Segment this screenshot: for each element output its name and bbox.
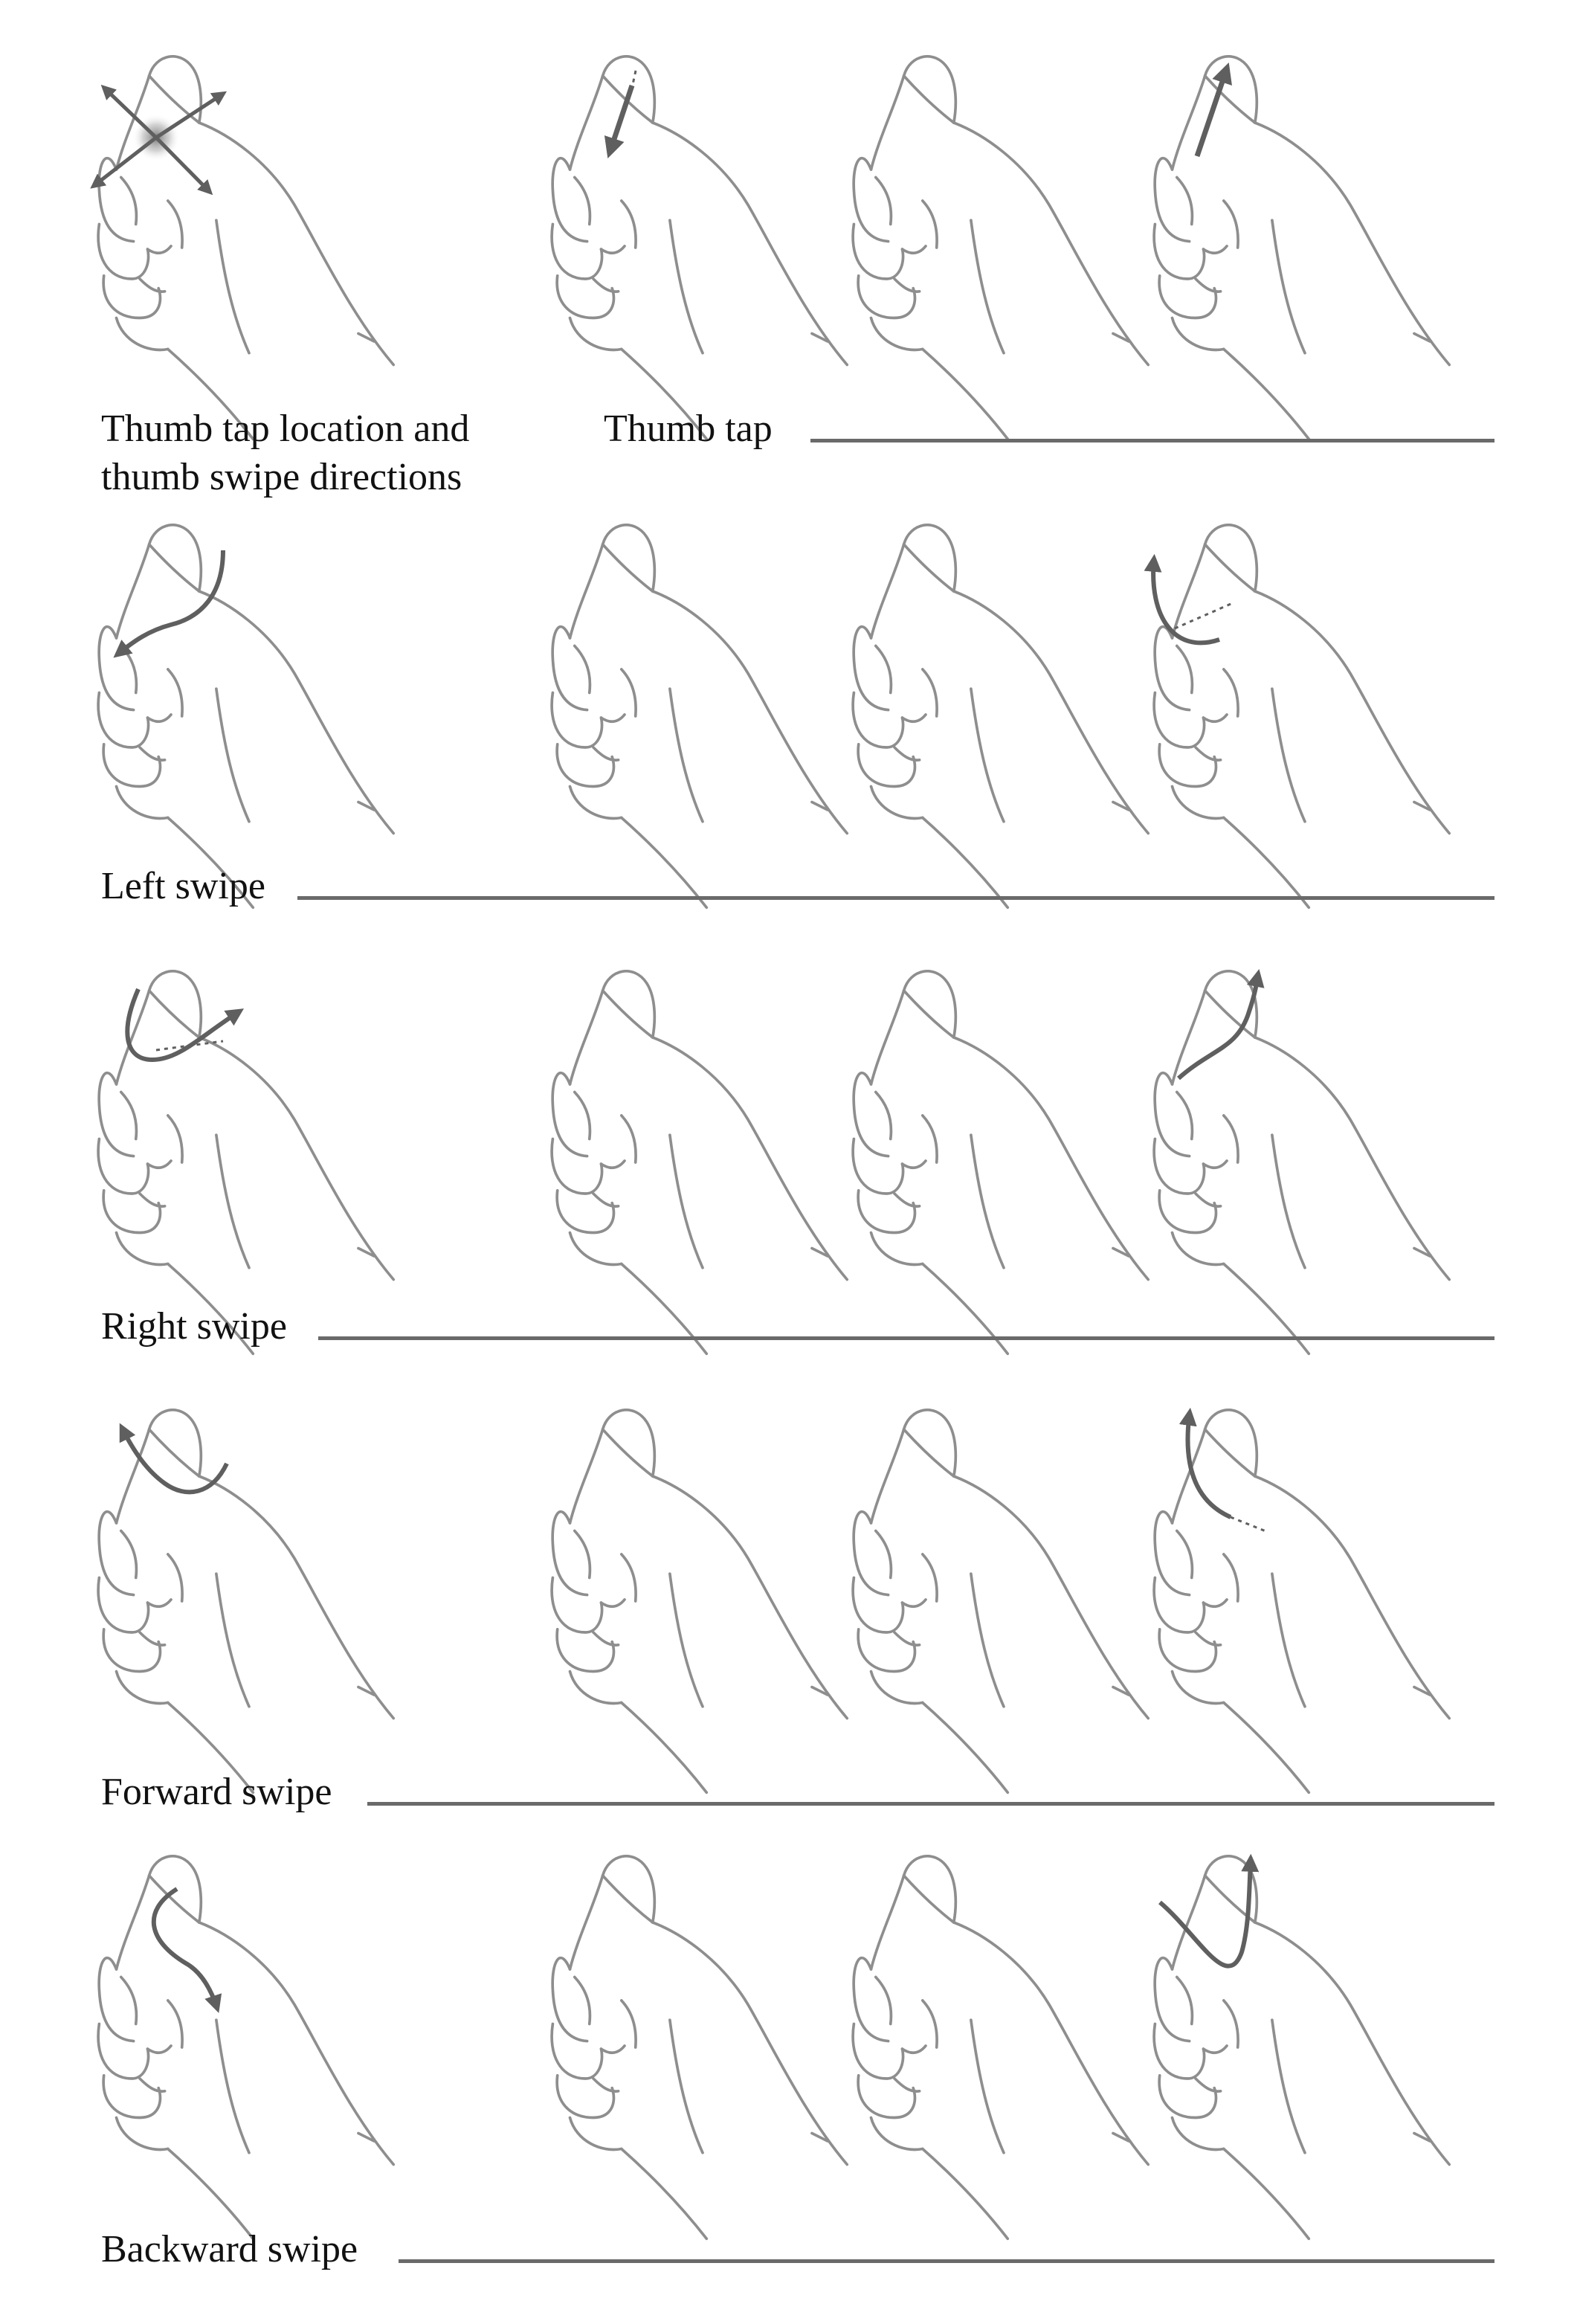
gesture-arrows [94, 68, 1268, 2008]
hand-sketch-backward-4 [1154, 1856, 1449, 2238]
hand-sketch-backward-3 [853, 1856, 1148, 2238]
hand-sketch-tap-3 [853, 57, 1148, 439]
hand-sketch-right-3 [853, 971, 1148, 1353]
hand-sketch-left-3 [853, 525, 1148, 907]
hand-sketch-left-4 [1154, 525, 1449, 907]
hand-sketch-left-2 [552, 525, 847, 907]
row-label-left-swipe: Left swipe [101, 863, 265, 910]
direction-arrow-backward [156, 138, 210, 192]
forward-swipe-dotted-line [1231, 1517, 1268, 1532]
hand-sketch-right-1 [98, 971, 393, 1353]
row-rule-thumb-tap [810, 439, 1494, 442]
row-rule-backward-swipe [399, 2259, 1494, 2263]
tap-dotted-line [632, 71, 636, 88]
hand-sketch-right-2 [552, 971, 847, 1353]
legend-line-1: Thumb tap location and [101, 405, 469, 453]
hand-sketch-forward-1 [98, 1410, 393, 1792]
hand-sketch-tap-2 [552, 57, 847, 439]
left-swipe-arrow-end [1153, 559, 1219, 643]
right-swipe-arrow-end [1178, 974, 1258, 1078]
forward-swipe-arrow-end [1187, 1413, 1231, 1517]
row-rule-left-swipe [297, 896, 1494, 900]
hand-sketch-tap-1 [98, 57, 393, 439]
row-label-right-swipe: Right swipe [101, 1303, 287, 1351]
hand-sketch-left-1 [98, 525, 393, 907]
hand-sketch-backward-2 [552, 1856, 847, 2238]
legend-line-2: thumb swipe directions [101, 454, 462, 501]
hand-sketch-forward-4 [1154, 1410, 1449, 1792]
right-swipe-dotted-line [156, 1041, 223, 1050]
row-rule-forward-swipe [367, 1802, 1494, 1806]
hand-sketch-tap-4 [1154, 57, 1449, 439]
backward-swipe-arrow-start [154, 1889, 217, 2008]
hand-sketch-backward-1 [98, 1856, 393, 2238]
row-label-backward-swipe: Backward swipe [101, 2226, 358, 2273]
row-label-thumb-tap: Thumb tap [604, 405, 773, 453]
hand-sketch-forward-2 [552, 1410, 847, 1792]
row-rule-right-swipe [318, 1336, 1494, 1340]
hand-sketch-right-4 [1154, 971, 1449, 1353]
row-label-forward-swipe: Forward swipe [101, 1768, 332, 1816]
hand-sketch-forward-3 [853, 1410, 1148, 1792]
